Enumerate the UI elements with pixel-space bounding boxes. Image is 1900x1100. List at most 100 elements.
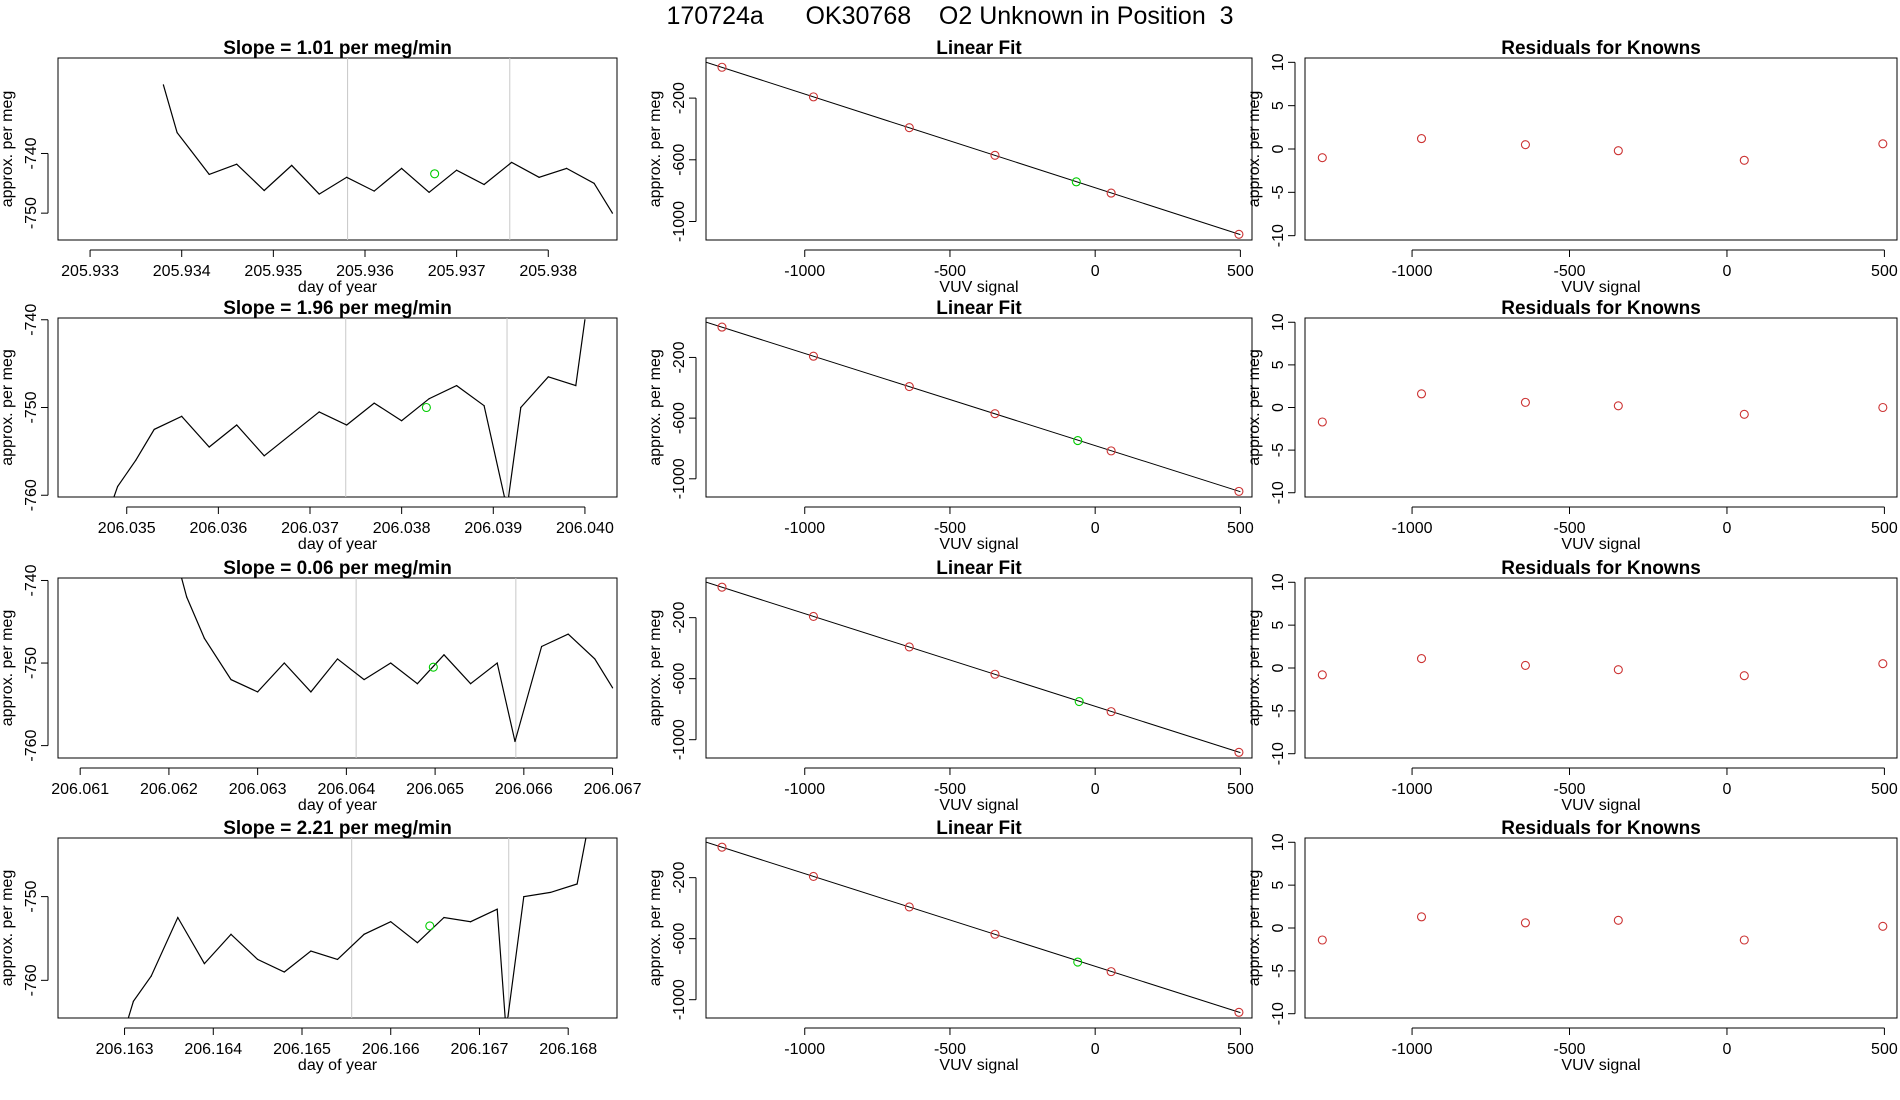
data-point (538, 176, 540, 178)
data-point (181, 415, 183, 417)
x-tick-label: -1000 (1392, 520, 1433, 537)
y-tick-label: -5 (1270, 443, 1287, 457)
known-point (1520, 660, 1530, 670)
data-point (177, 916, 179, 919)
known-point (1416, 912, 1427, 922)
x-tick-label: 206.064 (317, 781, 375, 798)
x-tick-label: 500 (1871, 263, 1898, 280)
y-tick-label: -740 (23, 137, 40, 169)
data-point (496, 662, 498, 664)
x-axis-label: day of year (298, 1057, 378, 1074)
x-tick-label: 0 (1723, 781, 1732, 798)
y-tick-label: -200 (671, 82, 688, 114)
chart-panel-1-resid: Residuals for Knowns -1000 -500 0 500 10 5 0 -5 -… (1246, 38, 1898, 296)
y-tick-label: -1000 (671, 979, 688, 1020)
x-tick-label: 206.163 (96, 1041, 154, 1058)
data-point (363, 933, 365, 935)
data-point (208, 173, 210, 175)
chart-panel-3-resid: Residuals for Knowns -1000 -500 0 500 10 5 0 -5 -… (1246, 558, 1898, 814)
x-axis-label: VUV signal (939, 1057, 1018, 1074)
x-axis-label: day of year (298, 797, 378, 814)
y-axis-label: approx. per meg (647, 91, 664, 208)
data-point (514, 740, 516, 743)
y-tick-label: 0 (1270, 923, 1287, 932)
chart-title: Residuals for Knowns (1501, 38, 1701, 59)
y-axis-label: approx. per meg (0, 91, 16, 208)
data-point (511, 161, 513, 164)
data-point (373, 190, 375, 192)
x-tick-label: 206.166 (362, 1041, 420, 1058)
known-point (1520, 140, 1530, 150)
data-point (390, 662, 392, 664)
y-tick-label: -750 (23, 197, 40, 229)
unknown-point (421, 402, 431, 413)
data-point (208, 446, 210, 448)
known-point (1234, 486, 1244, 496)
x-axis-label: VUV signal (1561, 536, 1640, 553)
x-tick-label: 205.934 (153, 263, 211, 280)
y-axis-label: approx. per meg (647, 610, 664, 727)
known-point (1613, 665, 1623, 675)
data-point (428, 191, 430, 193)
x-tick-label: -1000 (1392, 263, 1433, 280)
data-point (373, 402, 375, 404)
data-point (593, 182, 595, 184)
data-point (363, 678, 365, 681)
x-tick-label: -1000 (784, 520, 825, 537)
y-axis-label: approx. per meg (647, 349, 664, 466)
y-axis-label: approx. per meg (0, 610, 16, 727)
y-axis-label: approx. per meg (1246, 349, 1263, 466)
x-tick-label: -500 (934, 520, 966, 537)
data-point (132, 1000, 135, 1002)
data-point (523, 896, 525, 898)
data-point (176, 131, 178, 134)
plot-area (162, 84, 614, 214)
plot-area (127, 838, 587, 1018)
known-point (717, 62, 727, 72)
known-point (990, 409, 1000, 419)
y-tick-label: -760 (23, 730, 40, 762)
known-point (1739, 671, 1749, 681)
y-tick-label: -10 (1270, 224, 1287, 247)
data-point (150, 975, 152, 977)
known-point (1416, 654, 1427, 664)
data-point (263, 189, 265, 192)
data-point (336, 958, 339, 960)
x-tick-label: -1000 (1392, 781, 1433, 798)
x-tick-label: 205.933 (61, 263, 119, 280)
data-point (443, 654, 445, 656)
known-point (1520, 918, 1530, 928)
series-line (127, 838, 587, 1018)
x-axis-label: day of year (298, 279, 378, 296)
unknown-point (1074, 697, 1084, 707)
data-point (116, 485, 119, 488)
chart-title: Slope = 1.96 per meg/min (223, 298, 452, 319)
known-point (1234, 1007, 1244, 1017)
known-point (717, 322, 727, 332)
plot-area (1317, 389, 1888, 427)
y-tick-label: -1000 (671, 201, 688, 242)
plot-area (706, 841, 1244, 1017)
series-line (180, 578, 614, 742)
data-point (346, 424, 348, 426)
chart-title: Linear Fit (936, 298, 1022, 319)
chart-title: Residuals for Knowns (1501, 558, 1701, 579)
data-point (291, 164, 293, 167)
x-tick-label: 500 (1871, 520, 1898, 537)
x-tick-label: 500 (1227, 781, 1254, 798)
chart-title: Slope = 1.01 per meg/min (223, 38, 452, 59)
plot-frame (705, 837, 1253, 1019)
fit-line (706, 841, 1241, 1014)
known-point (1234, 229, 1244, 239)
known-point (1317, 417, 1327, 427)
x-tick-label: 206.168 (539, 1041, 597, 1058)
data-point (230, 933, 232, 935)
data-point (177, 563, 178, 564)
known-point (1317, 153, 1327, 163)
known-point (1878, 921, 1888, 931)
data-point (594, 658, 596, 660)
data-point (549, 891, 552, 894)
data-point (401, 167, 403, 169)
data-point (506, 508, 507, 509)
known-point (990, 929, 1000, 939)
